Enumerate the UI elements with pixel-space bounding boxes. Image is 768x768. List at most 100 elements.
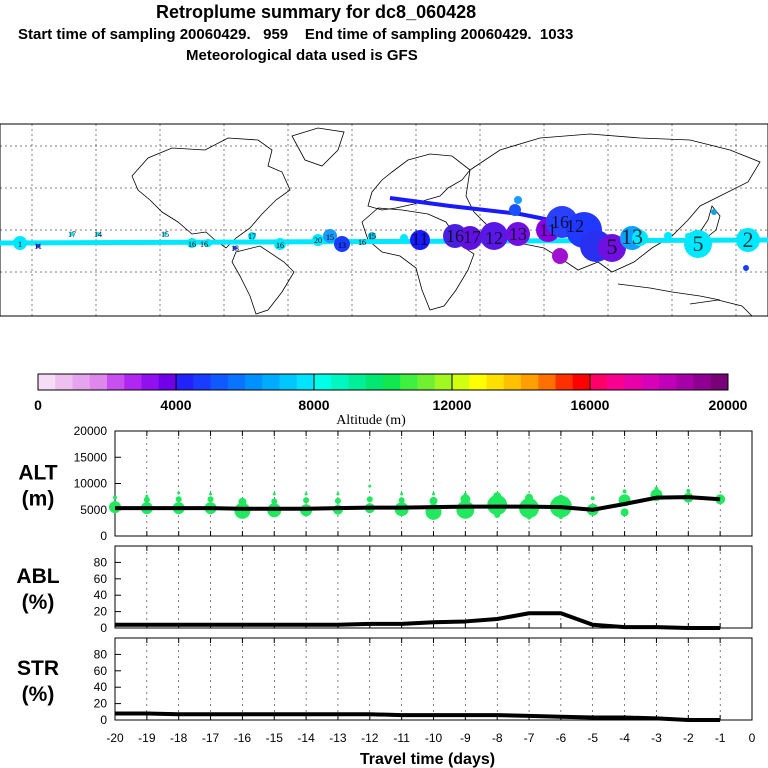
alt-dot — [272, 492, 276, 496]
coastline-greenland — [291, 127, 345, 167]
plume-marker-label: 16 — [200, 240, 208, 249]
plume-marker — [684, 230, 712, 258]
panel-y-tick-label: 10000 — [74, 477, 108, 491]
colorbar-cell — [38, 374, 56, 390]
plume-marker-label: 16 — [551, 212, 569, 232]
colorbar-cell — [452, 374, 470, 390]
panel-label-unit: (%) — [22, 591, 55, 614]
alt-dot — [113, 495, 117, 500]
plume-marker-label: 17 — [248, 232, 256, 241]
plume-marker — [509, 204, 521, 216]
colorbar-cell — [607, 374, 625, 390]
str-line — [115, 711, 721, 722]
alt-dot — [207, 496, 214, 503]
alt-dot — [432, 492, 435, 496]
plume-marker-label: 13 — [621, 224, 643, 249]
x-tick-label: -3 — [651, 731, 662, 745]
x-tick-label: 0 — [749, 731, 756, 745]
alt-dot — [175, 496, 182, 503]
plume-marker-label: 17 — [68, 230, 76, 239]
plume-marker-label: 14 — [94, 230, 102, 239]
alt-dot — [366, 496, 373, 503]
colorbar-cell — [158, 374, 177, 390]
colorbar-cell — [486, 374, 505, 390]
plume-marker — [334, 236, 350, 252]
x-tick-label: -7 — [524, 731, 535, 745]
colorbar-cell — [659, 374, 677, 390]
plume-marker-label: 11 — [411, 229, 428, 249]
plume-marker-label: 13 — [338, 241, 346, 250]
plume-marker-label: 15 — [326, 233, 334, 242]
alt-dot — [304, 492, 308, 496]
plume-marker-label: 16 — [446, 226, 464, 246]
x-tick-label: -4 — [619, 731, 630, 745]
plume-marker-label: 15 — [368, 232, 376, 241]
x-tick-label: -2 — [683, 731, 694, 745]
x-tick-label: -18 — [170, 731, 188, 745]
plume-marker-label: 12 — [566, 216, 584, 236]
coastline-africa — [361, 207, 475, 311]
panel-y-tick-label: 60 — [94, 572, 108, 586]
colorbar-cell — [141, 374, 160, 390]
alt-dot — [429, 496, 438, 505]
colorbar-cell — [641, 374, 660, 390]
plume-marker — [248, 232, 256, 240]
alt-dot — [525, 493, 534, 502]
colorbar-tick-label: 16000 — [571, 397, 610, 413]
alt-median-line — [115, 495, 721, 512]
panel-y-tick-label: 5000 — [80, 503, 107, 517]
alt-dot — [558, 515, 563, 520]
plume-marker — [632, 230, 648, 246]
panel-label-unit: (%) — [22, 683, 55, 706]
plume-marker — [685, 233, 691, 239]
plume-marker — [163, 232, 167, 236]
panel-y-tick-label: 20 — [94, 605, 108, 619]
colorbar-cell — [555, 374, 574, 390]
time-series-panels: 0 5000 10000 15000 20000 ALT (m) 0 20 40 60 80 ABL (%… — [16, 424, 755, 768]
coastline-indonesia — [617, 283, 721, 301]
alt-dot — [590, 496, 595, 501]
plume-marker-label: 2 — [743, 227, 754, 252]
coastline-north-america — [131, 137, 291, 249]
colorbar-tick-label: 12000 — [433, 397, 472, 413]
plume-marker — [736, 228, 760, 252]
alt-dot — [271, 498, 278, 505]
plume-marker-label: 5 — [693, 231, 704, 256]
plume-marker — [13, 236, 27, 250]
plume-marker — [711, 209, 717, 215]
alt-dot — [143, 496, 150, 503]
colorbar-tick-labels: 0 4000 8000 12000 16000 20000 — [34, 374, 748, 413]
x-tick-label: -15 — [266, 731, 284, 745]
panel-y-tick-label: 20000 — [74, 424, 108, 438]
x-tick-label: -11 — [393, 731, 410, 745]
colorbar-frame — [37, 373, 729, 391]
plume-marker — [323, 229, 337, 243]
alt-dot — [398, 497, 405, 504]
colorbar-title: Altitude (m) — [336, 413, 406, 428]
colorbar-cell — [400, 374, 418, 390]
panel-y-tick-label: 80 — [94, 647, 108, 661]
panel-y-tick-label: 20 — [94, 697, 108, 711]
alt-dot — [336, 492, 340, 496]
panel-y-tick-label: 15000 — [74, 450, 108, 464]
plume-marker — [36, 244, 40, 248]
x-axis-title: Travel time (days) — [360, 751, 495, 768]
panel-y-tick-label: 40 — [94, 588, 108, 602]
x-tick-label: -13 — [329, 731, 347, 745]
panel-frame — [114, 430, 753, 537]
alt-dot — [303, 497, 310, 504]
alt-dot — [620, 508, 629, 517]
colorbar-cell — [710, 374, 729, 390]
plume-marker-label: 13 — [509, 224, 527, 244]
colorbar-cell — [72, 374, 91, 390]
plume-marker — [96, 232, 100, 236]
start-label: Start time of sampling — [18, 26, 176, 43]
alt-dot — [493, 492, 502, 501]
plume-marker — [359, 239, 365, 245]
page-title: Retroplume summary for dc8_060428 — [156, 2, 477, 22]
end-value: 20060429. 1033 — [460, 26, 574, 43]
panel-label: ALT — [18, 462, 57, 485]
colorbar-cell — [124, 374, 142, 390]
